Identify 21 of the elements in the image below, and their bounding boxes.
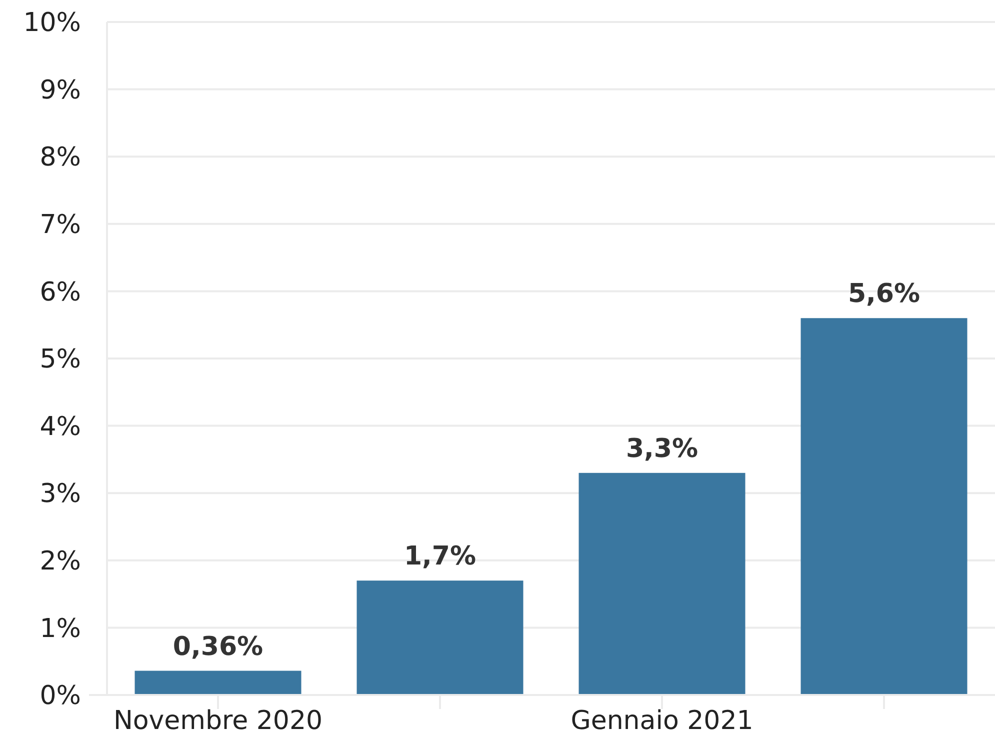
bar (356, 580, 524, 695)
y-tick-label: 0% (40, 681, 81, 712)
y-tick-label: 1% (40, 614, 81, 644)
x-tick-label: Gennaio 2021 (570, 706, 754, 736)
y-tick-label: 4% (40, 412, 81, 442)
data-label: 5,6% (848, 279, 920, 310)
y-tick-label: 5% (40, 344, 81, 375)
y-tick-label: 6% (40, 277, 81, 308)
y-tick-label: 9% (40, 75, 81, 106)
y-tick-label: 10% (23, 8, 81, 38)
y-tick-label: 7% (40, 210, 81, 240)
bar (578, 472, 746, 695)
y-tick-label: 8% (40, 142, 81, 173)
data-label: 1,7% (404, 542, 476, 572)
data-label: 0,36% (172, 632, 264, 662)
bar (134, 670, 302, 695)
data-label: 3,3% (626, 434, 698, 464)
y-tick-label: 2% (40, 546, 81, 576)
y-tick-label: 3% (40, 479, 81, 510)
x-tick-label: Novembre 2020 (113, 706, 323, 736)
bar (800, 318, 968, 695)
